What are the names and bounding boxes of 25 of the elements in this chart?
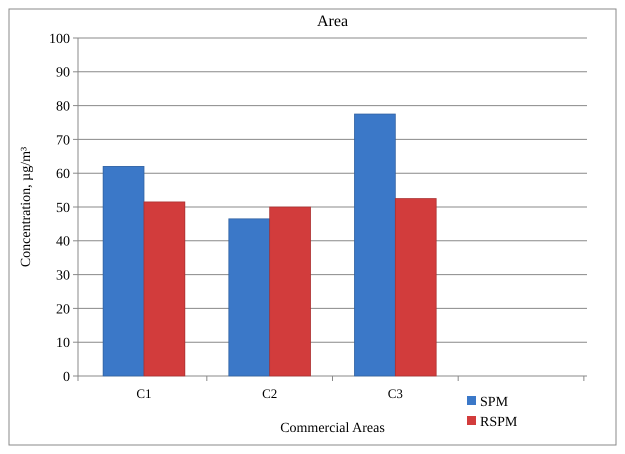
y-tick-label: 60	[56, 167, 70, 182]
bar	[144, 202, 186, 376]
y-tick-label: 0	[63, 370, 70, 385]
y-tick-label: 70	[56, 133, 70, 148]
y-tick-label: 50	[56, 200, 70, 216]
y-tick-label: 90	[56, 66, 70, 81]
x-axis-title: Commercial Areas	[280, 421, 385, 436]
x-tick-label: C1	[136, 386, 152, 401]
bar	[354, 114, 396, 376]
y-tick-label: 30	[56, 268, 70, 284]
x-tick-label: C3	[388, 386, 403, 401]
y-tick-label: 10	[56, 336, 70, 352]
legend-label: SPM	[480, 394, 509, 410]
x-tick-label: C2	[262, 386, 278, 401]
bar	[269, 206, 311, 376]
bar	[394, 198, 437, 376]
y-axis-title: Concentration, µg/m³	[19, 146, 34, 268]
y-tick-label: 20	[56, 302, 70, 318]
legend-label: RSPM	[480, 414, 518, 430]
bar	[228, 218, 270, 376]
chart-title: Area	[316, 13, 348, 30]
y-tick-label: 80	[56, 100, 70, 114]
y-tick-label: 40	[56, 234, 70, 250]
bar	[102, 166, 144, 376]
y-tick-label: 100	[49, 32, 70, 47]
